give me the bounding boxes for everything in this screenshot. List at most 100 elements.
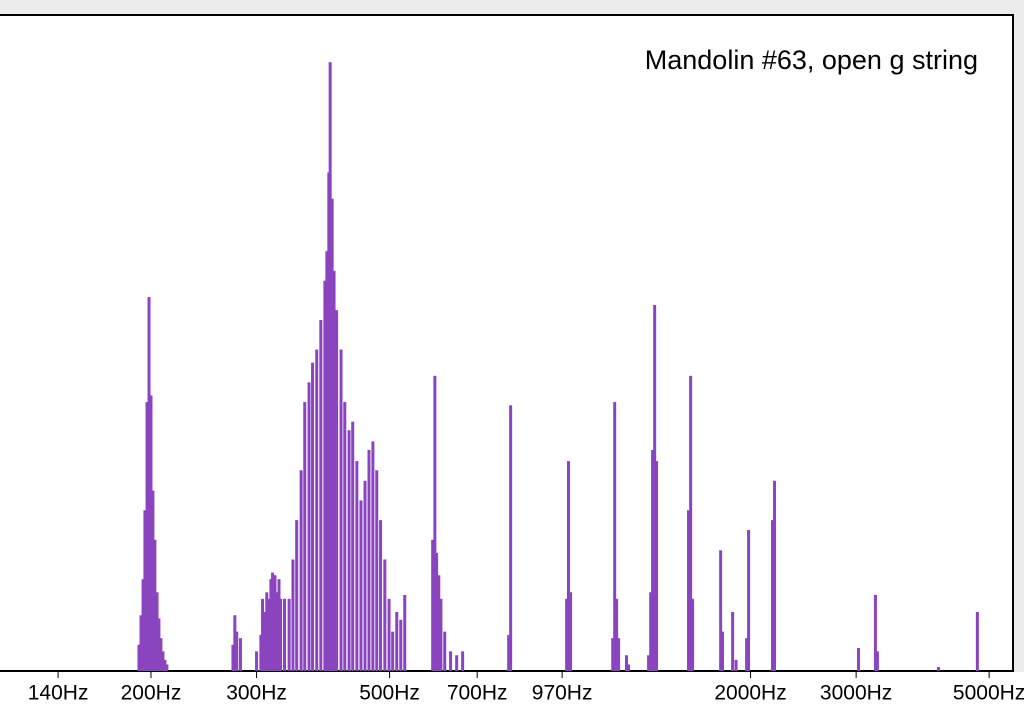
bar xyxy=(387,598,391,671)
x-tick-label: 140Hz xyxy=(28,682,89,705)
bar xyxy=(367,449,371,671)
bar xyxy=(299,470,303,671)
bar xyxy=(279,598,283,671)
x-tick-label: 2000Hz xyxy=(714,682,786,705)
bar xyxy=(747,529,751,671)
bar xyxy=(653,304,657,671)
bar xyxy=(719,550,723,671)
bar xyxy=(509,405,513,671)
bar xyxy=(141,579,145,671)
bar xyxy=(649,592,653,671)
bar xyxy=(261,598,265,671)
bar xyxy=(731,611,735,671)
bar xyxy=(330,198,334,671)
chart-title: Mandolin #63, open g string xyxy=(645,45,978,75)
bar xyxy=(157,618,161,671)
bar xyxy=(395,611,399,671)
bar xyxy=(687,510,691,671)
bar xyxy=(627,664,631,671)
bar xyxy=(383,559,387,671)
bar xyxy=(303,402,307,671)
bar xyxy=(335,310,339,671)
bar xyxy=(655,461,659,671)
bar xyxy=(307,382,311,671)
bar xyxy=(721,631,725,671)
bar xyxy=(443,631,447,671)
bar xyxy=(873,594,877,671)
bar xyxy=(617,638,621,671)
plot-area xyxy=(0,14,1014,672)
bar xyxy=(265,592,269,671)
bar xyxy=(339,349,343,671)
bar xyxy=(163,659,167,671)
x-tick-label: 3000Hz xyxy=(820,682,892,705)
bar xyxy=(565,598,569,671)
bar xyxy=(323,280,327,671)
bar xyxy=(295,520,299,671)
bar xyxy=(449,651,453,671)
bar xyxy=(235,631,239,671)
bar xyxy=(351,421,355,671)
bar xyxy=(569,592,573,671)
x-tick-label: 100Hz xyxy=(0,682,1,705)
axis-band xyxy=(0,672,1024,720)
bar xyxy=(624,655,628,671)
bar xyxy=(277,579,281,671)
x-tick-label: 700Hz xyxy=(447,682,508,705)
bar xyxy=(259,634,263,671)
bar xyxy=(343,402,347,671)
bar xyxy=(613,402,617,671)
x-tick-label: 970Hz xyxy=(532,682,593,705)
bar xyxy=(647,655,651,671)
bar xyxy=(651,449,655,671)
bar xyxy=(437,575,441,671)
bar xyxy=(139,615,143,671)
bar xyxy=(159,638,163,671)
bar xyxy=(263,611,267,671)
bar xyxy=(379,520,383,671)
bar xyxy=(936,667,940,671)
bar xyxy=(165,664,169,671)
bar xyxy=(431,539,435,671)
bar xyxy=(151,490,155,671)
bar xyxy=(267,598,271,671)
bar xyxy=(347,430,351,671)
bar xyxy=(238,638,242,671)
bar xyxy=(147,297,151,671)
bar xyxy=(875,651,879,671)
bar xyxy=(271,572,275,671)
bar xyxy=(153,539,157,671)
bars xyxy=(137,62,979,672)
bar xyxy=(145,402,149,671)
bar xyxy=(149,395,153,671)
bar xyxy=(975,611,979,671)
bar xyxy=(315,349,319,671)
bar xyxy=(433,375,437,671)
bar xyxy=(325,251,329,671)
bar xyxy=(371,441,375,671)
bar xyxy=(461,651,465,671)
bar xyxy=(291,559,295,671)
bar xyxy=(328,62,332,672)
bar xyxy=(771,520,775,671)
bar xyxy=(399,619,403,671)
bar xyxy=(283,598,287,671)
bar xyxy=(455,655,459,671)
x-tick-label: 300Hz xyxy=(226,682,287,705)
x-tick-label: 5000Hz xyxy=(953,682,1024,705)
bar xyxy=(137,644,141,671)
x-tick-label: 500Hz xyxy=(359,682,420,705)
bar xyxy=(231,644,235,671)
bar xyxy=(391,631,395,671)
bar xyxy=(155,592,159,671)
bar xyxy=(255,651,259,671)
bar xyxy=(773,480,777,671)
bar xyxy=(689,375,693,671)
bar xyxy=(745,638,749,671)
bar xyxy=(161,651,165,671)
bar xyxy=(319,320,323,671)
bar xyxy=(403,594,407,671)
bar xyxy=(287,598,291,671)
bar xyxy=(375,470,379,671)
